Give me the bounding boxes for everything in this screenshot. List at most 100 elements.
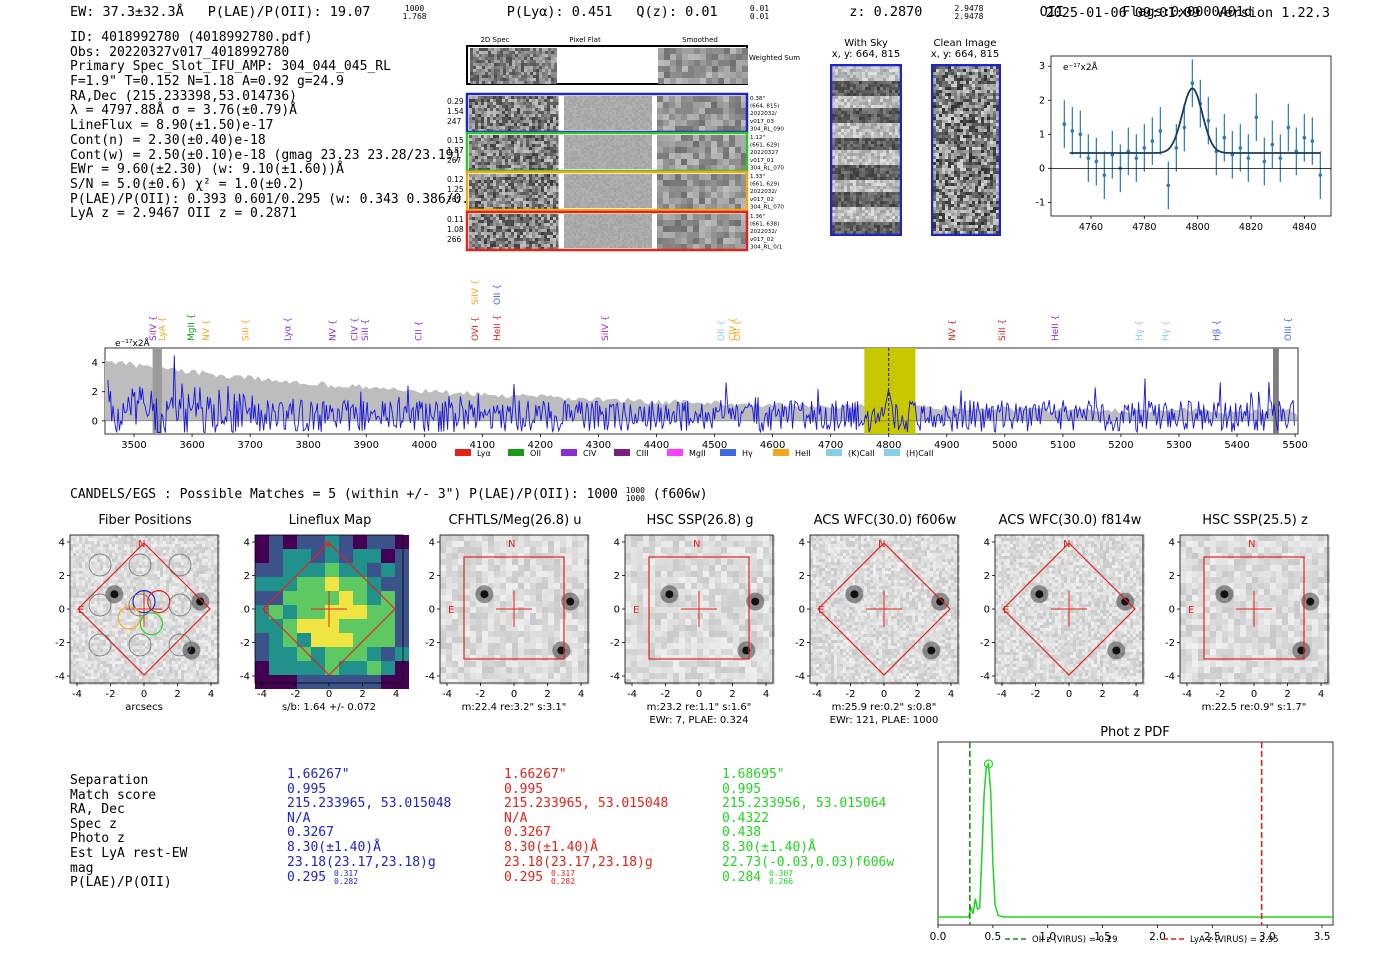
thumb-xtick-7-2: 0: [1251, 689, 1257, 700]
legend-swatch-8: [884, 449, 900, 456]
thumb-n-label-7: N: [1248, 539, 1255, 550]
thumb-ytick-6-2: 0: [984, 605, 990, 616]
thumb-xtick-1-1: -2: [106, 689, 116, 700]
line-fit-plot: e⁻¹⁷x2Å 3 2 1 0 -1 4760 4780 4800 4820 4840: [1036, 55, 1332, 233]
line-label-0: SiIV {: [149, 315, 159, 341]
thumb-xtick-4-3: 2: [729, 689, 735, 700]
fit-point-0: [1062, 122, 1067, 126]
thumb-ytick-5-0: -4: [795, 672, 805, 683]
thumb-caption-2: s/b: 1.64 +/- 0.072: [282, 702, 376, 713]
cutout-frame-3: [465, 170, 749, 212]
fit-point-22: [1238, 146, 1243, 150]
cutout-left-4-2: 266: [447, 235, 462, 244]
label-est-lya: Est LyA rest-EW: [70, 845, 188, 861]
thumb-xtick-6-1: -2: [1031, 689, 1041, 700]
cutout-right-4-4: 304_RL_0/1: [750, 244, 783, 250]
thumb-n-label-3: N: [508, 539, 515, 550]
thumb-xtick-5-0: -4: [812, 689, 822, 700]
thumb-panel-1: N E -4 -4 -2 -2 0 0 2 2 4 4 arcsecs: [55, 534, 220, 713]
fit-unit-label: e⁻¹⁷x2Å: [1063, 61, 1099, 73]
photz-pdf-plot: Phot z PDF 0.0 0.5 1.0 1.5 2.0 2.5 3.0 3.5 OII …: [930, 725, 1334, 945]
cutout-smoothed-1: [657, 96, 747, 132]
line-label-20: Hγ {: [1162, 320, 1172, 341]
cutout-right-3-4: 304_RL_070: [750, 204, 784, 210]
info-ewr: EWr = 9.60(±2.30) (w: 9.10(±1.60))Å: [70, 162, 344, 178]
cutout-right-4-1: (661, 638): [750, 222, 779, 228]
cutout-smoothed-2: [657, 135, 747, 171]
thumb-ytick-7-2: 0: [1169, 605, 1175, 616]
cutout-right-4-0: 1.36": [750, 214, 765, 220]
cutout-right-1-0: 0.38": [750, 96, 765, 102]
plae-text: P(LAE)/P(OII): 19.07 1000 1.768: [207, 4, 427, 21]
info-radec: RA,Dec (215.233398,53.014736): [70, 88, 297, 104]
spectrum-xtick-19: 5400: [1224, 440, 1249, 451]
fit-ytick-2: 1: [1039, 129, 1045, 140]
cutout-left-2-1: 1.87: [447, 146, 464, 155]
cutout-right-2-4: 304_RL_070: [750, 165, 784, 171]
info-id: ID: 4018992780 (4018992780.pdf): [70, 30, 313, 45]
thumb-ytick-4-2: 0: [614, 605, 620, 616]
qz-text: Q(z): 0.01 0.01 0.01: [636, 4, 770, 21]
spectrum-xtick-11: 4600: [760, 440, 785, 451]
spectrum-xtick-9: 4400: [644, 440, 669, 451]
thumb-xtick-6-2: 0: [1066, 689, 1072, 700]
fit-point-23: [1246, 156, 1251, 160]
spectrum-xtick-14: 4900: [934, 440, 959, 451]
legend-label-6: HeII: [795, 449, 811, 458]
thumb-ytick-3-1: -2: [425, 638, 435, 649]
spectrum-ytick-2: 0: [92, 416, 98, 427]
label-mag: mag: [70, 860, 94, 876]
thumb-panel-4: N E -4 -4 -2 -2 0 0 2 2 4 4 m:23.2 re:1.1" s:1.6" EWr…: [610, 534, 775, 726]
thumb-xtick-3-3: 2: [544, 689, 550, 700]
thumb-xtick-6-3: 2: [1099, 689, 1105, 700]
thumb-ytick-1-0: -4: [55, 672, 65, 683]
legend-label-2: CIV: [583, 449, 597, 458]
cutout-right-2-2: 20220327: [750, 150, 779, 156]
thumb-ytick-5-4: 4: [799, 538, 805, 549]
thumb-panel-3: N E -4 -4 -2 -2 0 0 2 2 4 4 m:22.4 re:3.2" s:3.1": [425, 534, 590, 713]
fit-point-11: [1150, 139, 1155, 143]
legend-label-8: (H)CaII: [906, 449, 933, 458]
thumb-xtick-2-1: -2: [291, 689, 301, 700]
spectrum-xtick-5: 4000: [412, 440, 437, 451]
line-label-9: CII {: [414, 321, 424, 341]
cutout-right-3-1: (661, 629): [750, 182, 779, 188]
fit-ytick-3: 0: [1039, 163, 1045, 174]
weighted-2d-spec: [470, 48, 557, 84]
legend-swatch-4: [667, 449, 683, 456]
thumb-title-3: CFHTLS/Meg(26.8) u: [448, 513, 582, 528]
fit-xtick-2: 4800: [1186, 222, 1210, 233]
cutout-left-4-0: 0.11: [447, 215, 464, 224]
cutout-right-4-2: 2022032/: [750, 229, 777, 235]
col-title-2dspec: 2D Spec: [480, 36, 509, 44]
flags-text: Flags:0x0000401d: [1122, 4, 1253, 20]
thumb-xtick-5-2: 0: [881, 689, 887, 700]
fit-point-20: [1222, 135, 1227, 140]
thumb-xtick-7-1: -2: [1216, 689, 1226, 700]
top-line-label-1: OII {: [493, 284, 503, 305]
spectrum-xtick-1: 3600: [179, 440, 204, 451]
fit-xtick-3: 4820: [1239, 222, 1263, 233]
line-label-3: NV {: [202, 320, 212, 341]
spectrum-ytick-1: 2: [92, 387, 98, 398]
thumb-panel-2: N E -4 -4 -2 -2 0 0 2 2 4 4 s/b: 1.64 +/- 0.072: [240, 534, 409, 713]
thumb-xtick-6-0: -4: [997, 689, 1007, 700]
thumb-ytick-5-1: -2: [795, 638, 805, 649]
fit-point-2: [1078, 132, 1083, 137]
spectrum-xtick-13: 4800: [876, 440, 901, 451]
cutout-left-2-2: 267: [447, 156, 462, 165]
masked-region-left: [152, 348, 162, 434]
cutout-2dspec-1: [469, 96, 559, 132]
cutout-left-1-2: 247: [447, 117, 462, 126]
info-lambda: λ = 4797.88Å σ = 3.76(±0.79)Å: [70, 103, 297, 119]
line-label-15: OII {: [733, 320, 743, 341]
fit-point-30: [1302, 135, 1307, 140]
spectrum-xtick-17: 5200: [1108, 440, 1133, 451]
line-label-4: SiII {: [241, 319, 251, 341]
thumb-caption2-5: EWr: 121, PLAE: 1000: [830, 715, 939, 726]
photz-title: Phot z PDF: [1100, 725, 1170, 740]
spectrum-xtick-3: 3800: [295, 440, 320, 451]
legend-label-1: OII: [530, 449, 541, 458]
clean-image-title: Clean Image x, y: 664, 815: [930, 38, 1000, 60]
cutout-smoothed-4: [657, 214, 747, 250]
